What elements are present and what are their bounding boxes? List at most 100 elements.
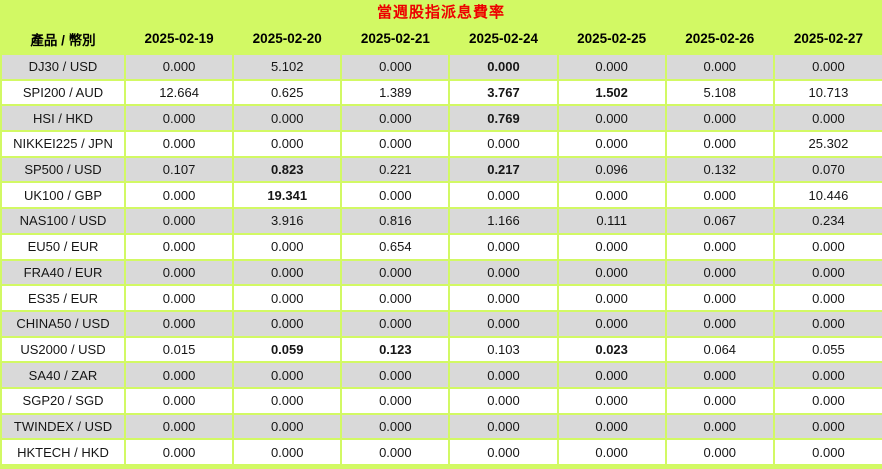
table-row: NAS100 / USD 0.000 3.916 0.816 1.166 0.111 0.0…: [0, 207, 882, 235]
product-cell: SPI200 / AUD: [0, 78, 126, 107]
table-row: HKTECH / HKD 0.000 0.000 0.000 0.000 0.000 0.0…: [0, 438, 882, 466]
product-cell: HKTECH / HKD: [0, 438, 126, 466]
value-cell: 0.000: [664, 361, 775, 389]
product-cell: SP500 / USD: [0, 155, 126, 184]
product-cell: FRA40 / EUR: [0, 258, 126, 287]
column-header-date: 2025-02-21: [340, 22, 451, 55]
value-cell: 0.000: [448, 130, 559, 158]
value-cell: 0.067: [664, 207, 775, 235]
value-cell: 0.816: [340, 207, 451, 235]
value-cell: 0.000: [664, 181, 775, 210]
table-row: NIKKEI225 / JPN 0.000 0.000 0.000 0.000 0.000…: [0, 130, 882, 158]
value-cell: 0.064: [664, 335, 775, 364]
value-cell: 0.000: [556, 258, 667, 287]
value-cell: 0.000: [664, 284, 775, 312]
column-header-product: 產品 / 幣別: [0, 22, 126, 55]
value-cell: 0.107: [123, 155, 235, 184]
table-row: SP500 / USD 0.107 0.823 0.221 0.217 0.096 0.13…: [0, 155, 882, 184]
table-row: US2000 / USD 0.015 0.059 0.123 0.103 0.023 0.0…: [0, 335, 882, 364]
header-row: 產品 / 幣別 2025-02-19 2025-02-20 2025-02-21 202…: [0, 22, 882, 55]
column-header-date: 2025-02-26: [664, 22, 775, 55]
table-row: DJ30 / USD 0.000 5.102 0.000 0.000 0.000 0.000…: [0, 53, 882, 81]
value-cell: 0.000: [123, 258, 235, 287]
value-cell: 0.000: [340, 386, 451, 415]
value-cell: 1.389: [340, 78, 451, 107]
value-cell: 0.000: [772, 309, 882, 338]
table-row: SA40 / ZAR 0.000 0.000 0.000 0.000 0.000 0.000…: [0, 361, 882, 389]
value-cell: 5.102: [232, 53, 343, 81]
value-cell: 0.000: [664, 130, 775, 158]
value-cell: 0.000: [123, 284, 235, 312]
value-cell: 0.059: [232, 335, 343, 364]
value-cell: 0.123: [340, 335, 451, 364]
value-cell: 0.000: [664, 53, 775, 81]
value-cell: 0.625: [232, 78, 343, 107]
value-cell: 0.000: [772, 386, 882, 415]
value-cell: 0.000: [232, 309, 343, 338]
table-row: HSI / HKD 0.000 0.000 0.000 0.769 0.000 0.000 0…: [0, 104, 882, 133]
value-cell: 0.000: [448, 386, 559, 415]
column-header-date: 2025-02-25: [556, 22, 667, 55]
product-cell: CHINA50 / USD: [0, 309, 126, 338]
value-cell: 0.055: [772, 335, 882, 364]
table-body: DJ30 / USD 0.000 5.102 0.000 0.000 0.000 0.000…: [0, 53, 882, 466]
value-cell: 0.000: [448, 181, 559, 210]
value-cell: 0.000: [772, 258, 882, 287]
table-row: SPI200 / AUD 12.664 0.625 1.389 3.767 1.502 5.…: [0, 78, 882, 107]
product-cell: TWINDEX / USD: [0, 412, 126, 441]
value-cell: 0.000: [123, 104, 235, 133]
value-cell: 0.000: [448, 232, 559, 261]
value-cell: 0.000: [123, 207, 235, 235]
value-cell: 1.502: [556, 78, 667, 107]
product-cell: SGP20 / SGD: [0, 386, 126, 415]
value-cell: 0.000: [772, 53, 882, 81]
value-cell: 10.446: [772, 181, 882, 210]
table-row: TWINDEX / USD 0.000 0.000 0.000 0.000 0.000 0.…: [0, 412, 882, 441]
value-cell: 0.654: [340, 232, 451, 261]
value-cell: 0.000: [340, 309, 451, 338]
value-cell: 0.000: [232, 361, 343, 389]
value-cell: 0.000: [664, 104, 775, 133]
column-header-date: 2025-02-27: [772, 22, 882, 55]
product-cell: SA40 / ZAR: [0, 361, 126, 389]
value-cell: 0.000: [664, 309, 775, 338]
value-cell: 1.166: [448, 207, 559, 235]
value-cell: 0.000: [340, 104, 451, 133]
value-cell: 0.000: [340, 258, 451, 287]
dividend-rates-table: 產品 / 幣別 2025-02-19 2025-02-20 2025-02-21 202…: [0, 22, 882, 466]
value-cell: 0.000: [772, 104, 882, 133]
value-cell: 0.000: [556, 438, 667, 466]
value-cell: 0.000: [556, 181, 667, 210]
value-cell: 0.000: [123, 130, 235, 158]
value-cell: 0.000: [556, 361, 667, 389]
table-row: ES35 / EUR 0.000 0.000 0.000 0.000 0.000 0.000…: [0, 284, 882, 312]
value-cell: 0.000: [232, 284, 343, 312]
value-cell: 0.000: [123, 53, 235, 81]
value-cell: 0.000: [123, 361, 235, 389]
value-cell: 0.000: [448, 53, 559, 81]
value-cell: 0.096: [556, 155, 667, 184]
value-cell: 0.000: [772, 232, 882, 261]
table-row: EU50 / EUR 0.000 0.000 0.654 0.000 0.000 0.000…: [0, 232, 882, 261]
value-cell: 0.070: [772, 155, 882, 184]
value-cell: 0.015: [123, 335, 235, 364]
value-cell: 0.234: [772, 207, 882, 235]
table-row: UK100 / GBP 0.000 19.341 0.000 0.000 0.000 0.0…: [0, 181, 882, 210]
value-cell: 0.823: [232, 155, 343, 184]
page-title-text: 當週股指派息費率: [376, 3, 505, 21]
value-cell: 0.111: [556, 207, 667, 235]
value-cell: 10.713: [772, 78, 882, 107]
value-cell: 0.000: [232, 438, 343, 466]
product-cell: NAS100 / USD: [0, 207, 126, 235]
product-cell: HSI / HKD: [0, 104, 126, 133]
value-cell: 19.341: [232, 181, 343, 210]
table-row: FRA40 / EUR 0.000 0.000 0.000 0.000 0.000 0.00…: [0, 258, 882, 287]
value-cell: 0.000: [448, 438, 559, 466]
value-cell: 0.000: [232, 104, 343, 133]
value-cell: 0.000: [664, 412, 775, 441]
value-cell: 0.000: [556, 386, 667, 415]
value-cell: 0.000: [664, 232, 775, 261]
value-cell: 0.000: [772, 438, 882, 466]
column-header-date: 2025-02-19: [123, 22, 235, 55]
product-cell: DJ30 / USD: [0, 53, 126, 81]
